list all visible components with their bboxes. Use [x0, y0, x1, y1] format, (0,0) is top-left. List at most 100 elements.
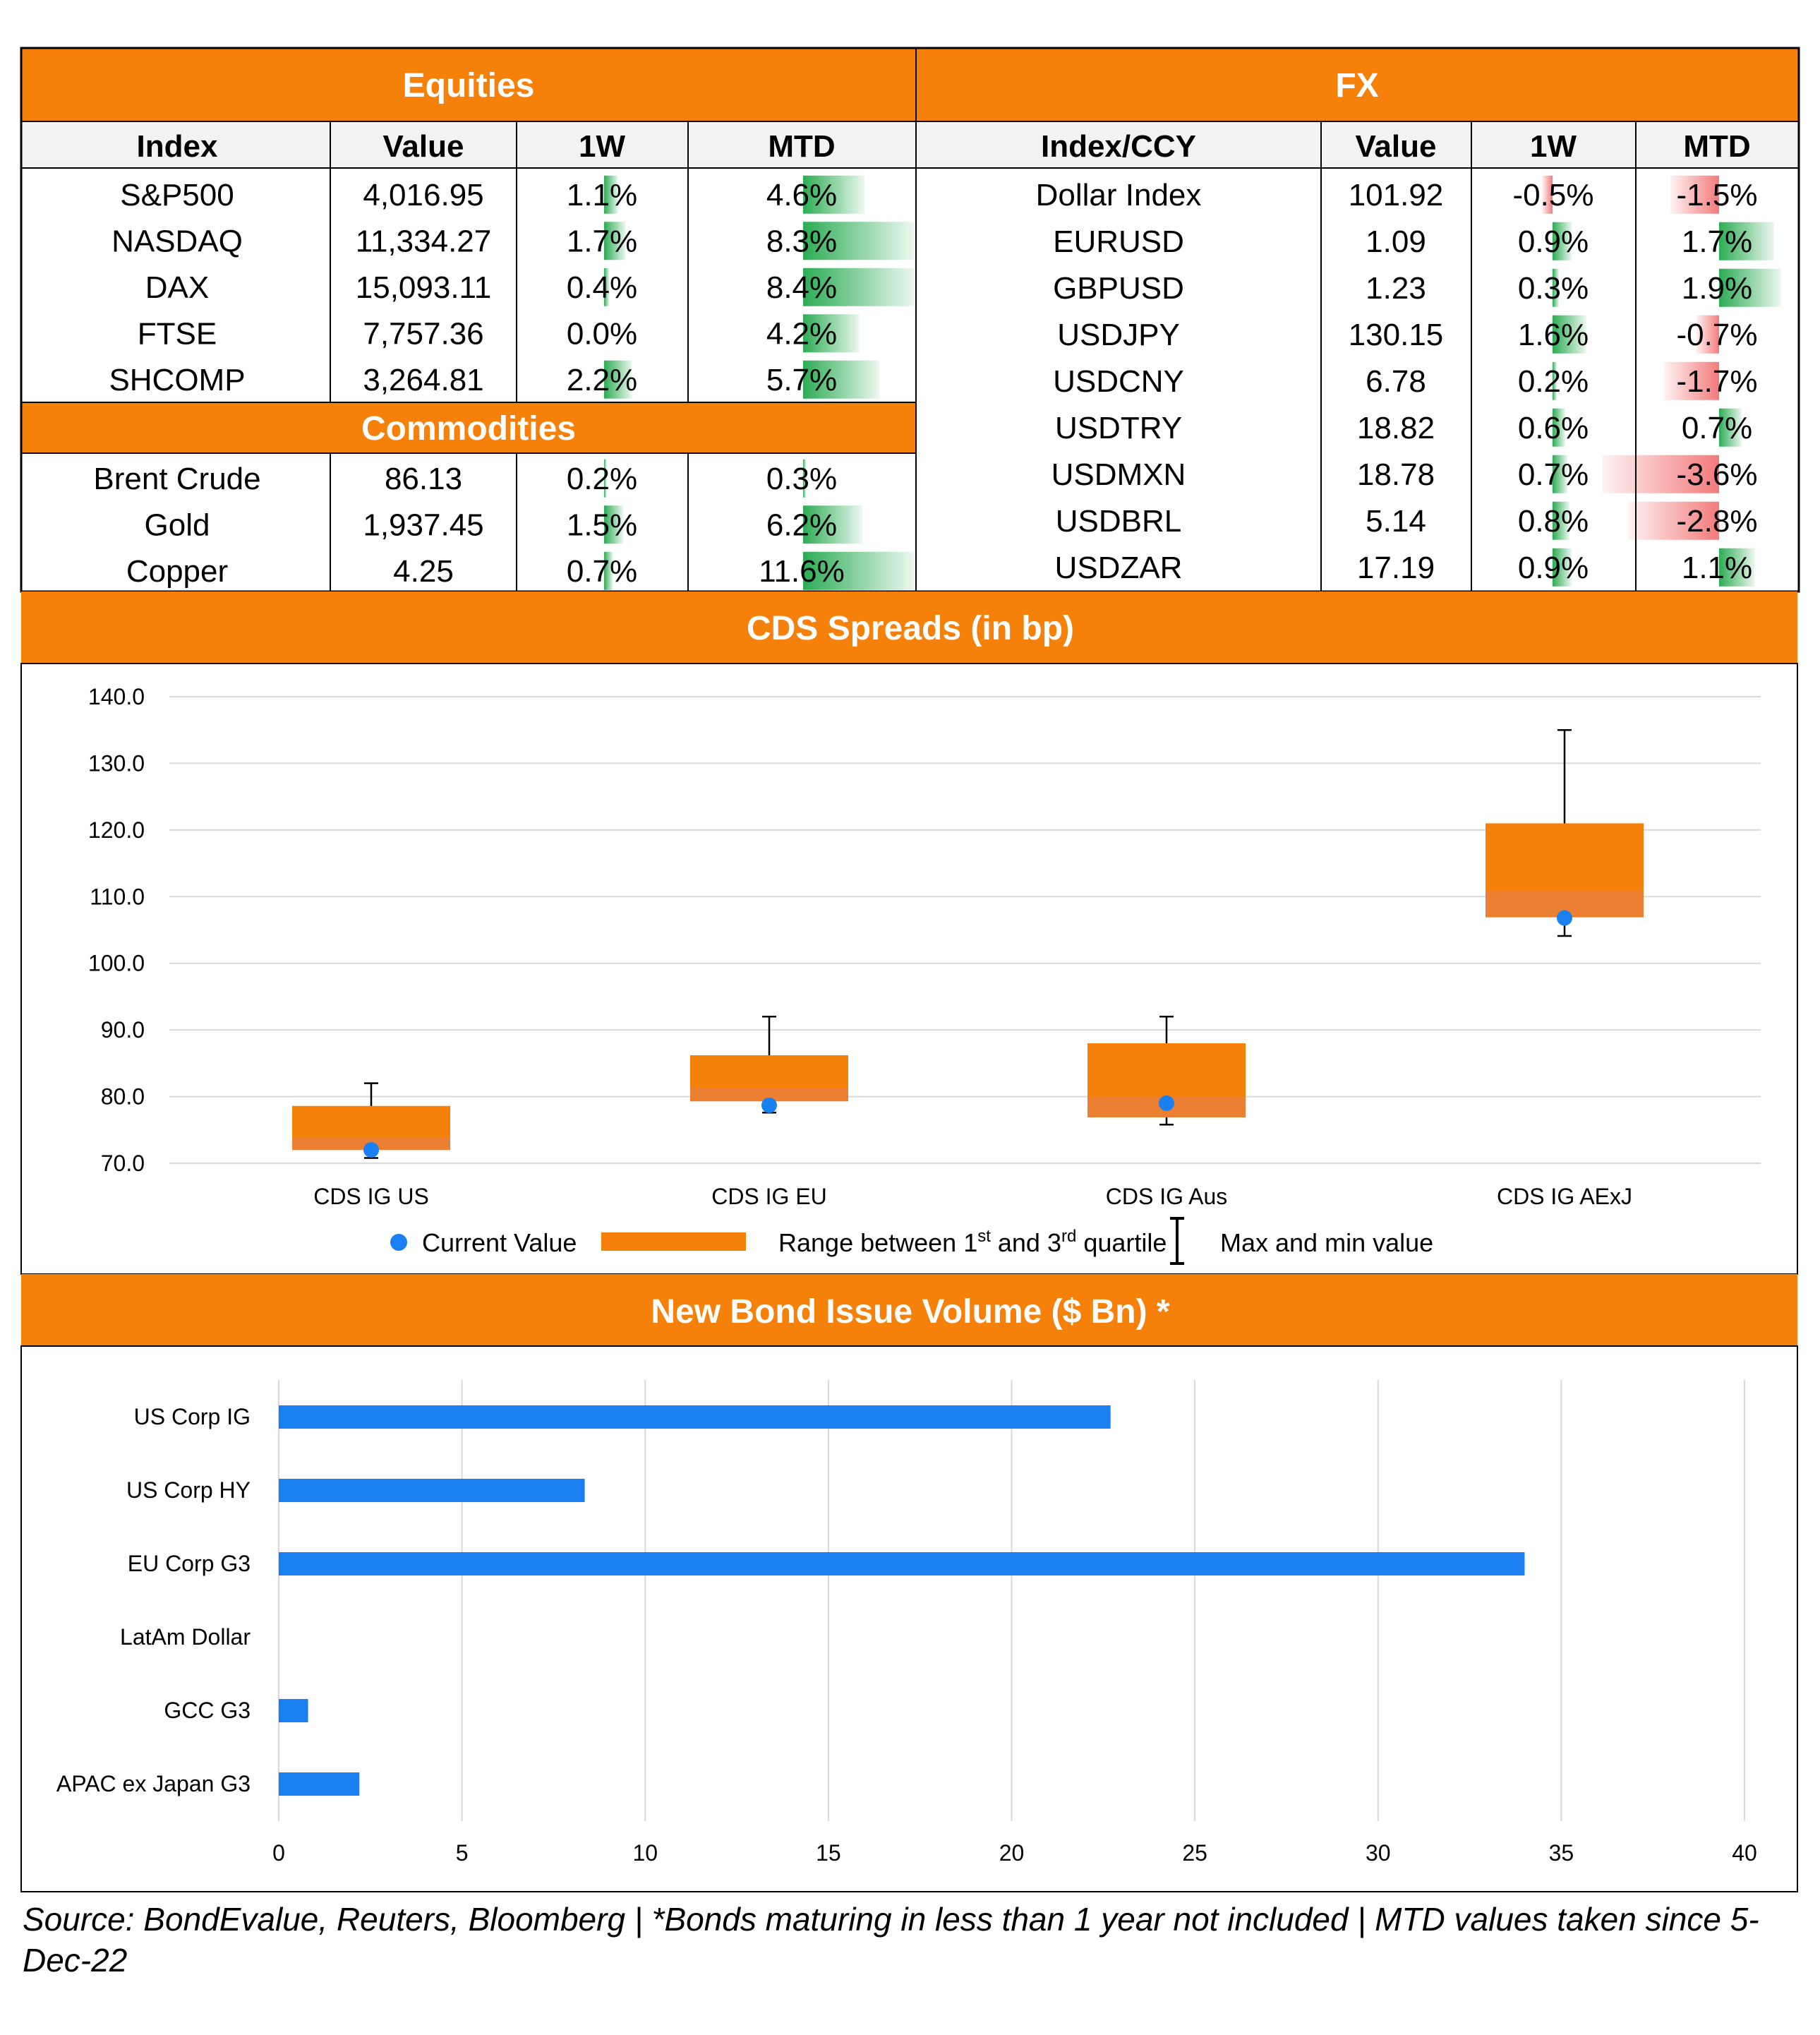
commodity-row-mtd: 0.3%: [766, 462, 837, 496]
legend-range-label: Range between 1st and 3rd quartile: [778, 1227, 1167, 1257]
fx-row-name: USDTRY: [1055, 411, 1182, 445]
fx-row-value: 130.15: [1349, 318, 1444, 352]
fx-row-1w: 0.7%: [1518, 457, 1589, 492]
cds-current-point: [1557, 910, 1572, 926]
commodities-header-bar: [21, 402, 916, 453]
fx-row-value: 1.23: [1366, 271, 1426, 306]
equity-row-1w: 2.2%: [567, 363, 637, 397]
bond-x-tick-label: 35: [1549, 1840, 1574, 1866]
fx-row-1w: 0.9%: [1518, 224, 1589, 259]
equity-row-mtd: 4.6%: [766, 178, 837, 212]
equity-row-name: SHCOMP: [109, 363, 245, 397]
commodity-row-value: 1,937.45: [363, 508, 483, 542]
cds-legend: Current Value Range between 1st and 3rd q…: [390, 1217, 1433, 1265]
commodity-row-1w-bar: [604, 505, 623, 544]
equity-row-name: FTSE: [138, 316, 217, 351]
equity-row-mtd-bar: [803, 175, 865, 214]
bond-bar: [279, 1405, 1111, 1429]
fx-col-header-1: Value: [1356, 129, 1437, 164]
fx-row-name: Dollar Index: [1036, 178, 1202, 212]
cds-spreads-panel: CDS Spreads (in bp) 70.0 80.0 90.0 100.0 110…: [20, 592, 1798, 1275]
fx-row-1w-bar: [1553, 268, 1559, 307]
cds-category-label: CDS IG Aus: [1106, 1184, 1228, 1209]
bond-x-tick-label: 0: [272, 1840, 285, 1866]
bond-category-label: LatAm Dollar: [120, 1624, 251, 1650]
equity-row-1w-bar: [604, 268, 610, 306]
legend-current-label: Current Value: [422, 1228, 577, 1257]
fx-row-mtd-bar: [1663, 361, 1719, 400]
equities-header-bar: [21, 48, 916, 121]
bond-category-label: US Corp IG: [134, 1404, 251, 1429]
commodity-row-value: 4.25: [393, 554, 454, 589]
bond-bar: [279, 1772, 360, 1796]
fx-row-mtd: 0.7%: [1682, 411, 1752, 445]
commodity-row-name: Gold: [145, 508, 210, 542]
fx-row-value: 17.19: [1357, 551, 1435, 585]
bond-x-tick-label: 20: [999, 1840, 1025, 1866]
fx-row-mtd: 1.9%: [1682, 271, 1752, 306]
cds-y-tick-label: 100.0: [88, 951, 145, 976]
fx-row-name: USDBRL: [1056, 504, 1182, 539]
cds-y-tick-label: 140.0: [88, 684, 145, 709]
fx-row-value: 18.78: [1357, 457, 1435, 492]
fx-column-header-row: [916, 121, 1799, 168]
fx-row-1w-bar: [1553, 222, 1572, 260]
fx-row-mtd-bar: [1670, 175, 1719, 214]
cds-box-lower: [690, 1088, 848, 1102]
fx-row-value: 18.82: [1357, 411, 1435, 445]
fx-row-mtd-bar: [1719, 548, 1755, 587]
fx-row-value: 5.14: [1366, 504, 1426, 539]
cds-category-label: CDS IG EU: [711, 1184, 827, 1209]
cds-y-tick-label: 80.0: [101, 1084, 145, 1110]
equity-row-name: DAX: [145, 270, 209, 305]
equity-row-name: S&P500: [120, 178, 234, 212]
fx-row-name: USDCNY: [1053, 364, 1184, 399]
fx-row-1w: 0.9%: [1518, 551, 1589, 585]
fx-row-1w: 1.6%: [1518, 318, 1589, 352]
equity-row-1w-bar: [604, 175, 618, 214]
fx-row-mtd-bar: [1602, 455, 1719, 493]
commodity-row-1w: 1.5%: [567, 508, 637, 542]
commodity-row-1w: 0.7%: [567, 554, 637, 589]
equities-col-header-3: MTD: [768, 129, 835, 164]
equity-row-1w-bar: [604, 360, 632, 399]
fx-row-1w-bar: [1553, 408, 1565, 447]
cds-y-tick-label: 130.0: [88, 750, 145, 776]
fx-row-mtd-bar: [1719, 222, 1775, 260]
equity-row-value: 3,264.81: [363, 363, 483, 397]
equity-row-value: 15,093.11: [356, 270, 491, 305]
fx-col-header-2: 1W: [1530, 129, 1577, 164]
bond-x-tick-label: 30: [1366, 1840, 1391, 1866]
commodity-row-mtd-bar: [803, 459, 807, 498]
fx-row-mtd-bar: [1719, 408, 1742, 447]
equity-row-value: 7,757.36: [363, 316, 483, 351]
fx-row-name: EURUSD: [1053, 224, 1184, 259]
commodities-title: Commodities: [361, 410, 576, 448]
fx-title: FX: [1335, 67, 1378, 104]
fx-row-1w: 0.8%: [1518, 504, 1589, 539]
bond-x-tick-label: 25: [1182, 1840, 1207, 1866]
fx-row-name: USDZAR: [1055, 551, 1183, 585]
equity-row-mtd-bar: [803, 268, 915, 306]
commodity-row-1w-bar: [604, 551, 613, 590]
fx-row-value: 101.92: [1349, 178, 1444, 212]
bond-bar: [279, 1699, 308, 1722]
equities-col-header-1: Value: [383, 129, 464, 164]
fx-row-name: USDMXN: [1051, 457, 1186, 492]
fx-row-1w-bar: [1553, 548, 1572, 587]
commodity-row-name: Brent Crude: [93, 462, 260, 496]
equity-row-1w-bar: [604, 222, 626, 260]
equity-row-1w: 0.0%: [567, 316, 637, 351]
equity-row-1w: 1.1%: [567, 178, 637, 212]
cds-y-tick-label: 120.0: [88, 817, 145, 843]
equities-title: Equities: [403, 67, 535, 104]
equity-row-value: 4,016.95: [363, 178, 483, 212]
cds-current-point: [1159, 1095, 1174, 1112]
cds-y-tick-label: 90.0: [101, 1017, 145, 1043]
equities-col-header-0: Index: [137, 129, 218, 164]
fx-row-mtd: 1.7%: [1682, 224, 1752, 259]
legend-range-swatch: [601, 1232, 746, 1251]
bond-x-tick-label: 5: [456, 1840, 469, 1866]
equity-row-1w: 0.4%: [567, 270, 637, 305]
